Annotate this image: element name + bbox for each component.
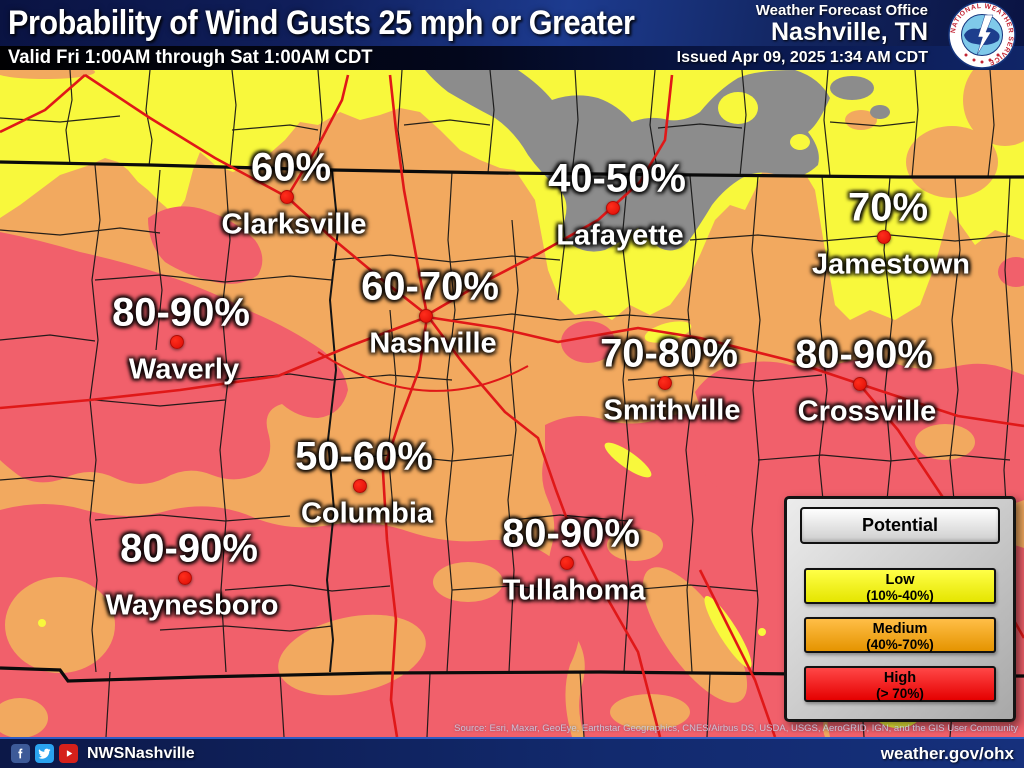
city-probability-label: 80-90% xyxy=(120,526,258,571)
title-bar: Probability of Wind Gusts 25 mph or Grea… xyxy=(0,0,1024,46)
twitter-icon[interactable] xyxy=(35,744,54,763)
legend-item: Medium (40%-70%) xyxy=(804,617,996,653)
city-name-label: Jamestown xyxy=(812,248,970,281)
city-name-label: Nashville xyxy=(369,327,497,360)
website-url[interactable]: weather.gov/ohx xyxy=(880,743,1014,763)
city-dot-icon xyxy=(606,201,620,215)
office-block: Weather Forecast Office Nashville, TN Is… xyxy=(677,2,928,68)
city-name-label: Clarksville xyxy=(221,208,367,241)
city-name-label: Lafayette xyxy=(556,219,684,252)
city-marker-layer: 60% Clarksville 40-50% Lafayette 70% Jam… xyxy=(0,70,1024,737)
header: Probability of Wind Gusts 25 mph or Grea… xyxy=(0,0,1024,70)
page-title: Probability of Wind Gusts 25 mph or Grea… xyxy=(8,3,635,42)
city-name-label: Waverly xyxy=(128,353,240,386)
office-label: Weather Forecast Office xyxy=(755,2,928,19)
city-dot-icon xyxy=(853,377,867,391)
issued-text: Issued Apr 09, 2025 1:34 AM CDT xyxy=(676,49,928,66)
city-dot-icon xyxy=(280,190,294,204)
city-probability-label: 80-90% xyxy=(795,332,933,377)
city-probability-label: 40-50% xyxy=(548,156,686,201)
facebook-icon[interactable] xyxy=(11,744,30,763)
youtube-icon[interactable] xyxy=(59,744,78,763)
city-probability-label: 60% xyxy=(250,145,332,190)
office-name: Nashville, TN xyxy=(771,18,928,46)
legend-panel: Potential Low (10%-40%) Medium (40%-70%)… xyxy=(784,496,1016,722)
social-icons xyxy=(11,744,78,763)
legend-item-label: High xyxy=(883,670,917,686)
legend-item: High (> 70%) xyxy=(804,666,996,702)
footer-bar: NWSNashville weather.gov/ohx xyxy=(0,737,1024,768)
legend-items: Low (10%-40%) Medium (40%-70%) High (> 7… xyxy=(787,568,1013,702)
valid-bar: Valid Fri 1:00AM through Sat 1:00AM CDT xyxy=(0,46,1024,70)
legend-item-range: (40%-70%) xyxy=(866,637,934,653)
source-attribution: Source: Esri, Maxar, GeoEye, Earthstar G… xyxy=(454,723,1018,734)
legend-item-label: Medium xyxy=(872,621,928,637)
city-dot-icon xyxy=(560,556,574,570)
city-name-label: Waynesboro xyxy=(105,589,279,622)
city-probability-label: 60-70% xyxy=(361,264,499,309)
city-dot-icon xyxy=(353,479,367,493)
city-name-label: Tullahoma xyxy=(502,574,646,607)
city-name-label: Smithville xyxy=(603,394,741,427)
legend-item: Low (10%-40%) xyxy=(804,568,996,604)
city-probability-label: 70% xyxy=(847,185,929,230)
legend-item-label: Low xyxy=(885,572,915,588)
city-probability-label: 70-80% xyxy=(600,331,738,376)
city-dot-icon xyxy=(658,376,672,390)
city-dot-icon xyxy=(178,571,192,585)
city-name-label: Columbia xyxy=(300,497,434,530)
city-probability-label: 80-90% xyxy=(502,511,640,556)
social-handle: NWSNashville xyxy=(87,744,195,762)
valid-time-text: Valid Fri 1:00AM through Sat 1:00AM CDT xyxy=(8,47,373,68)
wind-gust-probability-map: 60% Clarksville 40-50% Lafayette 70% Jam… xyxy=(0,70,1024,737)
legend-title: Potential xyxy=(800,507,1000,544)
city-name-label: Crossville xyxy=(797,395,937,428)
city-probability-label: 80-90% xyxy=(112,290,250,335)
city-dot-icon xyxy=(419,309,433,323)
legend-item-range: (10%-40%) xyxy=(866,588,934,604)
city-probability-label: 50-60% xyxy=(295,434,433,479)
city-dot-icon xyxy=(170,335,184,349)
legend-item-range: (> 70%) xyxy=(876,686,924,702)
nws-logo-icon: NATIONAL WEATHER SERVICE xyxy=(948,1,1016,69)
city-dot-icon xyxy=(877,230,891,244)
